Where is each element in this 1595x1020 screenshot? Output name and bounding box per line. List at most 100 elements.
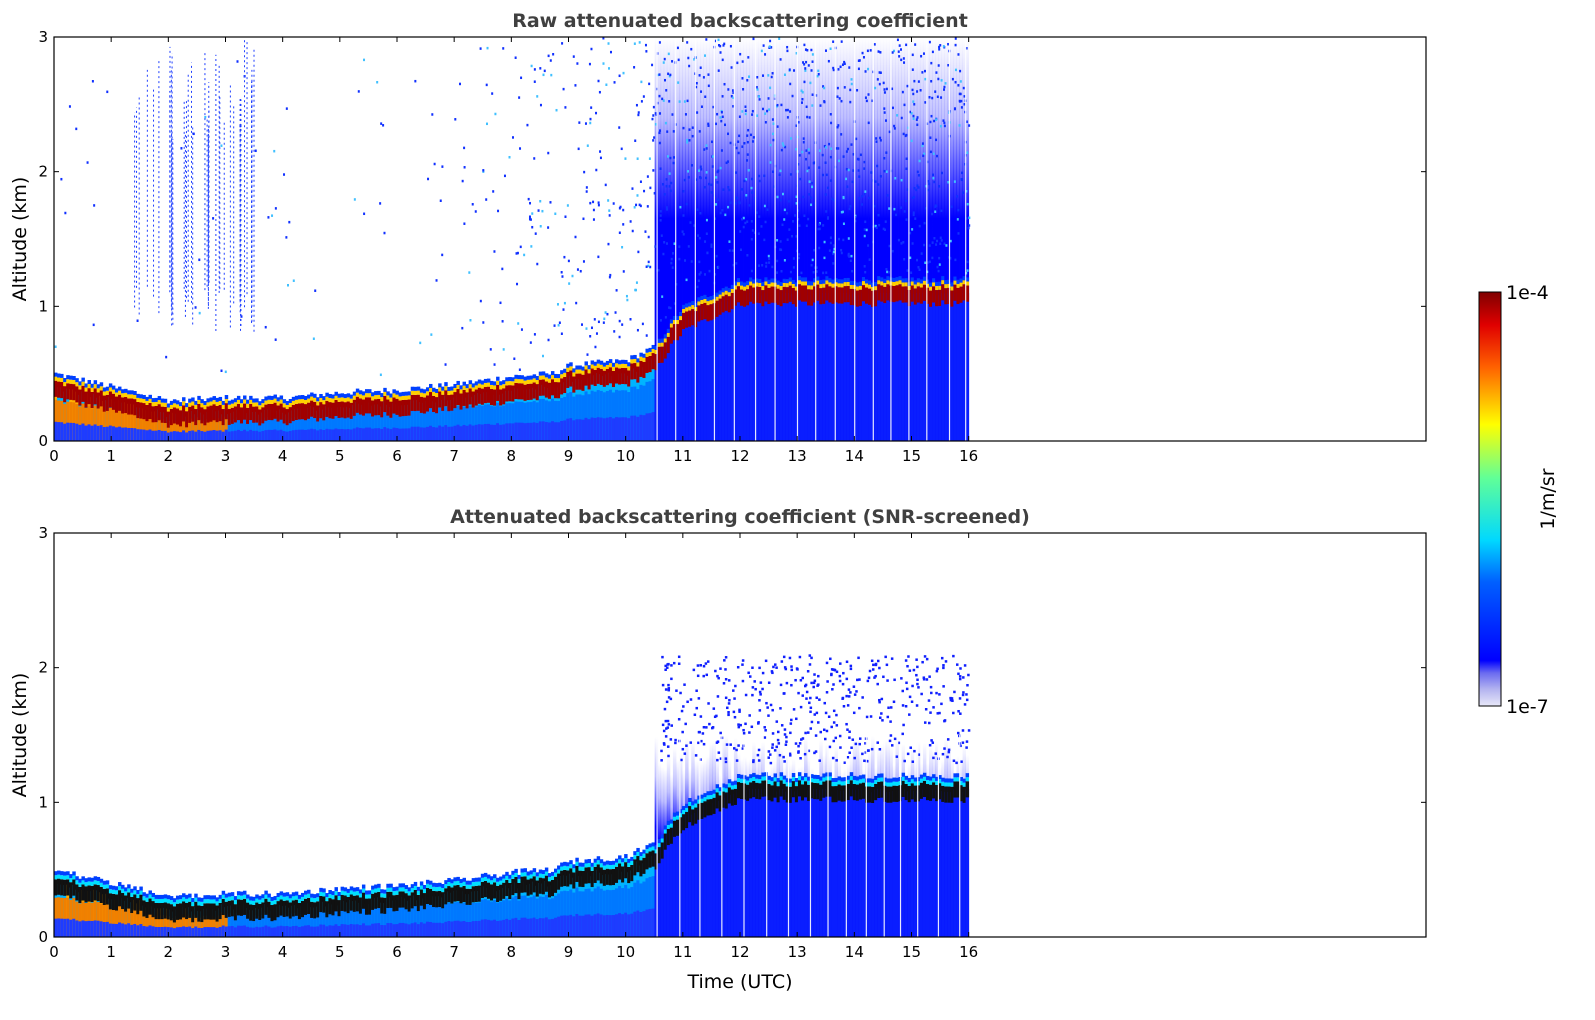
- heatmap-column: [804, 737, 808, 937]
- heatmap-column: [535, 872, 540, 937]
- heatmap-column: [334, 391, 338, 441]
- x-tick: 7: [449, 37, 459, 465]
- screened-speckles: [660, 654, 971, 765]
- heatmap-column: [874, 37, 878, 441]
- heatmap-column: [270, 395, 274, 441]
- heatmap-column: [904, 37, 909, 441]
- heatmap-column: [447, 386, 451, 441]
- heatmap-column: [422, 884, 427, 937]
- heatmap-column: [727, 758, 732, 937]
- heatmap-column: [255, 398, 259, 441]
- heatmap-column: [282, 399, 287, 441]
- heatmap-column: [212, 396, 216, 441]
- heatmap-column: [261, 399, 265, 441]
- heatmap-column: [505, 871, 509, 937]
- raw-panel-title: Raw attenuated backscattering coefficien…: [512, 10, 968, 32]
- heatmap-column: [459, 385, 463, 441]
- heatmap-column: [395, 886, 399, 937]
- heatmap-column: [54, 871, 58, 937]
- heatmap-column: [578, 862, 582, 937]
- heatmap-column: [212, 895, 216, 937]
- heatmap-column: [648, 347, 652, 441]
- colorbar-unit-label: 1/m/sr: [1537, 468, 1559, 529]
- x-tick-label: 1: [106, 447, 116, 465]
- x-tick-label: 0: [49, 447, 59, 465]
- heatmap-column: [249, 896, 253, 937]
- heatmap-column: [337, 891, 341, 937]
- heatmap-column: [706, 37, 710, 441]
- heatmap-column: [105, 880, 110, 937]
- heatmap-column: [154, 397, 159, 441]
- heatmap-column: [243, 890, 247, 937]
- heatmap-column: [142, 892, 146, 937]
- heatmap-column: [136, 393, 140, 441]
- heatmap-column: [343, 394, 348, 441]
- heatmap-column: [279, 891, 284, 937]
- heatmap-column: [736, 37, 741, 441]
- heatmap-column: [435, 388, 439, 441]
- heatmap-column: [175, 400, 180, 441]
- heatmap-column: [230, 399, 235, 441]
- heatmap-column: [361, 391, 366, 441]
- heatmap-column: [575, 857, 579, 937]
- heatmap-column: [151, 892, 156, 937]
- heatmap-column: [243, 395, 247, 441]
- heatmap-column: [358, 390, 363, 441]
- heatmap-column: [822, 37, 826, 441]
- x-tick: 1: [106, 37, 116, 465]
- heatmap-column: [712, 741, 717, 937]
- heatmap-column: [886, 37, 890, 441]
- screened-backscatter-panel: Attenuated backscattering coefficient (S…: [9, 506, 1427, 993]
- heatmap-column: [154, 894, 159, 937]
- data-gaps: [656, 735, 961, 937]
- heatmap-column: [456, 380, 460, 441]
- x-tick-label: 16: [959, 943, 978, 961]
- heatmap-column: [429, 880, 433, 937]
- heatmap-column: [169, 400, 174, 441]
- heatmap-column: [804, 37, 808, 441]
- heatmap-column: [602, 362, 607, 441]
- heatmap-column: [218, 396, 223, 441]
- x-tick-label: 13: [788, 447, 807, 465]
- heatmap-column: [685, 37, 689, 441]
- heatmap-column: [465, 384, 470, 441]
- heatmap-column: [810, 37, 814, 441]
- heatmap-column: [218, 894, 223, 937]
- heatmap-column: [618, 855, 622, 937]
- x-tick-label: 14: [845, 943, 864, 961]
- x-tick-label: 14: [845, 447, 864, 465]
- heatmap-column: [203, 401, 207, 441]
- heatmap-column: [233, 896, 238, 937]
- heatmap-column: [124, 388, 128, 441]
- heatmap-column: [715, 37, 720, 441]
- heatmap-column: [108, 885, 113, 937]
- x-tick: 8: [507, 37, 516, 465]
- heatmap-column: [584, 859, 588, 937]
- heatmap-column: [206, 895, 210, 937]
- heatmap-column: [163, 398, 168, 441]
- x-tick: 16: [959, 37, 978, 465]
- heatmap-column: [316, 893, 320, 937]
- x-tick: 10: [616, 533, 635, 961]
- x-tick-label: 15: [902, 943, 921, 961]
- heatmap-column: [776, 37, 781, 441]
- heatmap-column: [474, 877, 479, 937]
- heatmap-column: [279, 395, 284, 441]
- data-gaps: [656, 37, 967, 441]
- heatmap-column: [297, 395, 302, 441]
- heatmap-column: [599, 859, 604, 937]
- heatmap-column: [761, 37, 765, 441]
- heatmap-column: [96, 384, 101, 441]
- x-tick-label: 5: [335, 447, 345, 465]
- heatmap-column: [294, 395, 299, 441]
- heatmap-column: [718, 775, 723, 937]
- heatmap-column: [767, 37, 771, 441]
- heatmap-column: [779, 748, 784, 937]
- heatmap-column: [807, 37, 811, 441]
- heatmap-column: [654, 37, 659, 441]
- heatmap-column: [297, 894, 302, 937]
- heatmap-column: [874, 766, 878, 937]
- heatmap-column: [956, 755, 960, 937]
